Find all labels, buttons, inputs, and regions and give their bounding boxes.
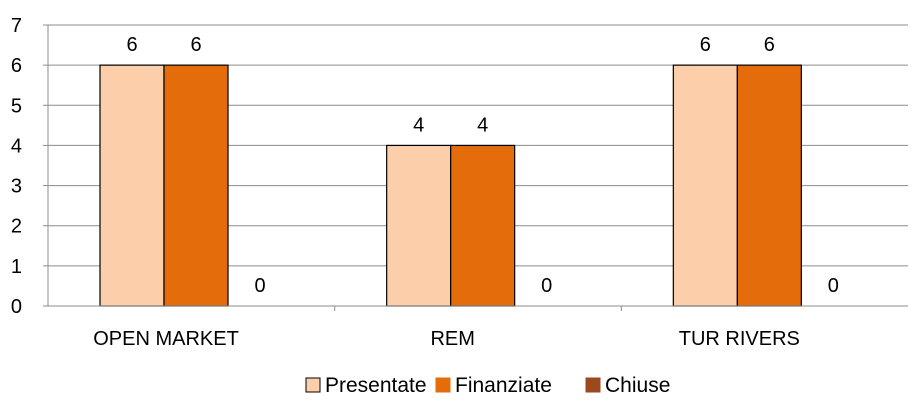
legend-label-presentate: Presentate: [325, 374, 427, 397]
data-label-finanziate-2: 6: [764, 34, 775, 56]
legend-item-chiuse: Chiuse: [585, 374, 670, 397]
data-labels: 6 6 0 4 4 0 6 6 0: [126, 34, 838, 297]
bar-presentate-1: [386, 144, 452, 307]
legend-item-presentate: Presentate: [305, 374, 427, 397]
legend-label-chiuse: Chiuse: [605, 374, 670, 397]
data-label-finanziate-0: 6: [190, 34, 201, 56]
y-tick-label: 7: [11, 15, 22, 37]
legend: Presentate Finanziate Chiuse: [305, 374, 670, 397]
bar-finanziate-0: [163, 64, 229, 307]
y-tick-label: 1: [11, 256, 22, 278]
legend-swatch-finanziate: [435, 377, 451, 393]
legend-item-finanziate: Finanziate: [435, 374, 552, 397]
data-label-presentate-1: 4: [413, 114, 424, 136]
category-label: OPEN MARKET: [93, 328, 239, 350]
data-label-chiuse-2: 0: [828, 275, 839, 297]
data-label-finanziate-1: 4: [477, 114, 488, 136]
y-tick-label: 4: [11, 135, 22, 157]
legend-label-finanziate: Finanziate: [455, 374, 552, 397]
y-axis-ticks: 0 1 2 3 4 5 6 7: [11, 15, 48, 318]
y-tick-label: 2: [11, 216, 22, 238]
category-label: REM: [430, 328, 474, 350]
bar-presentate-0: [99, 64, 165, 307]
bars: [99, 64, 802, 307]
data-label-chiuse-0: 0: [254, 275, 265, 297]
category-label: TUR RIVERS: [679, 328, 800, 350]
bar-finanziate-2: [736, 64, 802, 307]
data-label-presentate-2: 6: [700, 34, 711, 56]
bar-finanziate-1: [450, 144, 516, 307]
bar-presentate-2: [672, 64, 738, 307]
y-tick-label: 3: [11, 176, 22, 198]
y-tick-label: 6: [11, 55, 22, 77]
x-axis-categories: OPEN MARKET REM TUR RIVERS: [93, 328, 800, 350]
y-tick-label: 5: [11, 95, 22, 117]
axes: [47, 25, 908, 311]
legend-swatch-presentate: [305, 377, 321, 393]
y-tick-label: 0: [11, 296, 22, 318]
legend-swatch-chiuse: [585, 377, 601, 393]
data-label-presentate-0: 6: [126, 34, 137, 56]
data-label-chiuse-1: 0: [541, 275, 552, 297]
